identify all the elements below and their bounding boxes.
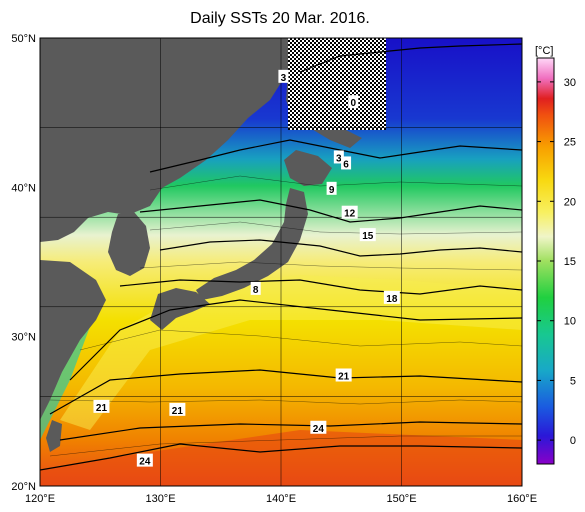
- contour-label-bg: [278, 69, 289, 83]
- graticule: [40, 38, 522, 486]
- contour-label: 15: [362, 231, 374, 242]
- contour-label: 3: [336, 153, 342, 164]
- colorbar-tick-label: 30: [564, 77, 576, 89]
- colorbar-tick-label: 10: [564, 316, 576, 328]
- honshu: [196, 188, 308, 300]
- contour-label-bg: [348, 95, 359, 109]
- lat-label: 40°N: [11, 182, 36, 194]
- contour-label-bg: [383, 290, 400, 304]
- contour-label: 0: [351, 98, 357, 109]
- contour-label: 12: [344, 209, 356, 220]
- contour-label-bg: [310, 420, 327, 434]
- contour-label: 21: [96, 403, 108, 414]
- colorbar-tick-label: 25: [564, 137, 576, 149]
- asian-continent: [40, 38, 292, 242]
- contour-label-bg: [341, 156, 352, 170]
- contour-label-bg: [136, 453, 153, 467]
- sst-contours: [40, 43, 522, 471]
- contour-label-bg: [333, 150, 344, 164]
- contour-label: 21: [172, 406, 184, 417]
- colorbar-tick-label: 0: [570, 435, 576, 447]
- contour-label-bg: [169, 402, 186, 416]
- taiwan: [46, 420, 62, 452]
- lon-label: 140°E: [266, 493, 296, 505]
- sea-ice: [288, 38, 386, 130]
- contour-label: 6: [343, 159, 349, 170]
- colorbar-unit: [°C]: [535, 45, 553, 57]
- contour-label: 24: [139, 457, 151, 468]
- longitude-labels: 120°E 130°E 140°E 150°E 160°E: [25, 493, 537, 505]
- contour-label-bg: [359, 228, 376, 242]
- latitude-labels: 50°N 40°N 30°N 20°N: [11, 33, 36, 493]
- map-frame: [39, 37, 523, 487]
- contour-label-bg: [250, 281, 261, 295]
- lat-label: 20°N: [11, 481, 36, 493]
- colorbar-tick-label: 15: [564, 256, 576, 268]
- contour-label: 21: [338, 371, 350, 382]
- contour-label: 3: [281, 73, 287, 84]
- colorbar-tick-label: 5: [570, 375, 576, 387]
- lat-label: 50°N: [11, 33, 36, 45]
- lon-label: 130°E: [145, 493, 175, 505]
- china-coast: [40, 260, 106, 420]
- contour-label: 8: [253, 285, 259, 296]
- contour-label-bg: [341, 205, 358, 219]
- lon-label: 120°E: [25, 493, 55, 505]
- contour-label-bg: [335, 368, 352, 382]
- sst-contours-thin: [49, 175, 522, 457]
- contour-label: 9: [329, 185, 335, 196]
- lon-label: 160°E: [507, 493, 537, 505]
- contour-label-bg: [93, 399, 110, 413]
- contour-label: 18: [386, 294, 398, 305]
- contour-label-bg: [326, 181, 337, 195]
- korean-peninsula: [108, 212, 150, 276]
- lon-label: 150°E: [386, 493, 416, 505]
- contour-label: 24: [313, 424, 325, 435]
- map-title: Daily SSTs 20 Mar. 2016.: [190, 10, 370, 27]
- lat-label: 30°N: [11, 332, 36, 344]
- colorbar-ticks: 30 25 20 15 10 5 0: [537, 77, 576, 447]
- hokkaido: [284, 150, 332, 186]
- colorbar-tick-label: 20: [564, 196, 576, 208]
